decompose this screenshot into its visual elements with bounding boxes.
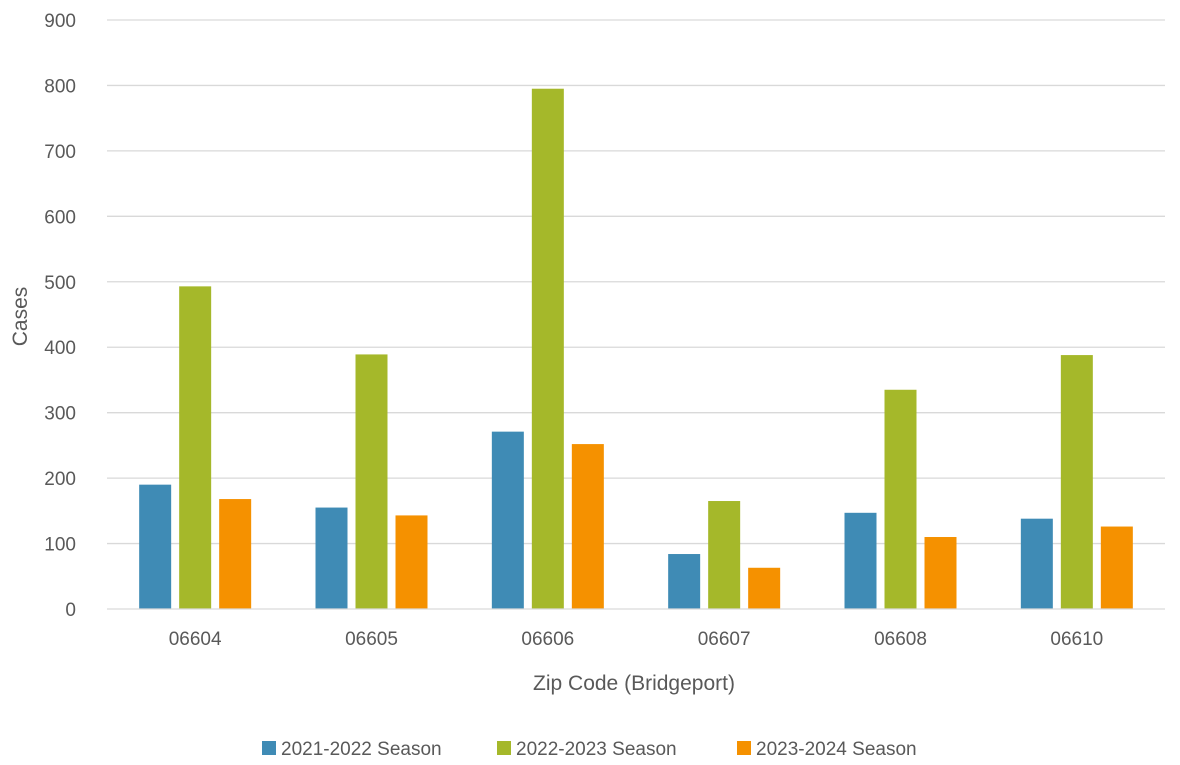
y-tick-label: 800 [44, 76, 76, 97]
y-tick-label: 400 [44, 338, 76, 359]
legend: 2021-2022 Season 2022-2023 Season 2023-202… [262, 739, 917, 760]
x-tick-label: 06606 [521, 629, 574, 650]
y-tick-label: 200 [44, 469, 76, 490]
x-axis-title: Zip Code (Bridgeport) [533, 672, 735, 695]
y-tick-label: 300 [44, 404, 76, 425]
bar-06604-series-3 [219, 499, 252, 609]
x-tick-label: 06610 [1050, 629, 1103, 650]
y-axis-tick-labels: 0 100 200 300 400 500 600 700 800 900 [44, 11, 76, 621]
bar-06605-series-3 [395, 515, 428, 609]
bar-06607-series-1 [668, 554, 701, 609]
legend-label: 2021-2022 Season [281, 739, 442, 760]
y-tick-label: 600 [44, 207, 76, 228]
x-tick-label: 06605 [345, 629, 398, 650]
x-tick-label: 06608 [874, 629, 927, 650]
bar-06606-series-3 [571, 444, 604, 609]
legend-swatch [737, 741, 751, 755]
bar-06610-series-1 [1020, 518, 1053, 609]
legend-label: 2023-2024 Season [756, 739, 917, 760]
gridlines [107, 19, 1165, 545]
legend-swatch [497, 741, 511, 755]
y-tick-label: 0 [65, 600, 76, 621]
y-axis-title: Cases [9, 287, 32, 347]
y-tick-label: 500 [44, 273, 76, 294]
bar-06605-series-1 [315, 507, 348, 609]
bar-06608-series-2 [884, 389, 917, 609]
legend-swatch [262, 741, 276, 755]
bar-06605-series-2 [355, 354, 388, 609]
x-axis-tick-labels: 06604 06605 06606 06607 06608 06610 [169, 629, 1104, 650]
bar-06607-series-2 [708, 501, 741, 609]
bar-06606-series-2 [531, 88, 564, 609]
bar-06608-series-3 [924, 537, 957, 609]
x-tick-label: 06607 [698, 629, 751, 650]
bar-06604-series-2 [179, 286, 212, 609]
y-tick-label: 900 [44, 11, 76, 32]
bar-06606-series-1 [491, 431, 524, 609]
x-tick-label: 06604 [169, 629, 222, 650]
bar-06610-series-3 [1100, 526, 1133, 609]
y-tick-label: 700 [44, 142, 76, 163]
bar-06607-series-3 [748, 567, 781, 609]
bars [139, 88, 1133, 609]
bar-06608-series-1 [844, 512, 877, 609]
bar-06610-series-2 [1060, 355, 1093, 609]
legend-label: 2022-2023 Season [516, 739, 677, 760]
bar-06604-series-1 [139, 484, 172, 609]
y-tick-label: 100 [44, 535, 76, 556]
